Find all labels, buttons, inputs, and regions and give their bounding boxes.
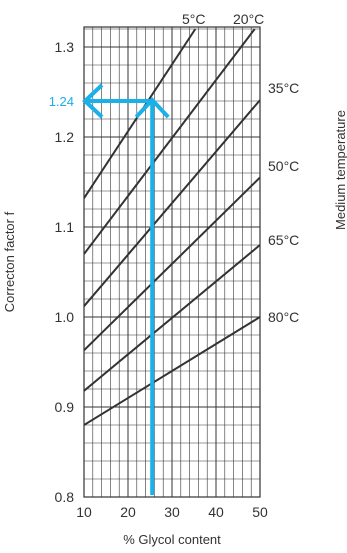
y-tick-label: 1.1: [55, 219, 75, 235]
series-label: 5°C: [182, 11, 206, 27]
series-labels: 5°C 20°C 35°C 50°C 65°C 80°C: [182, 11, 299, 325]
grid: [83, 27, 261, 498]
annotation-horizontal-arrowhead: [82, 83, 104, 119]
x-tick-label: 20: [120, 504, 136, 520]
series-label: 35°C: [268, 80, 299, 96]
series-line: [84, 99, 260, 307]
x-tick-label: 40: [208, 504, 224, 520]
series-line: [84, 316, 260, 426]
x-tick-label: 10: [76, 504, 92, 520]
series-line: [84, 244, 260, 392]
y-tick-label: 1.3: [55, 39, 75, 55]
y-axis-title: Correcton factor f: [2, 211, 17, 312]
x-tick-label: 50: [252, 504, 268, 520]
y-tick-label: 1.2: [55, 129, 75, 145]
x-axis-title: % Glycol content: [123, 532, 221, 547]
tick-labels: 10 20 30 40 50 0.8 0.9 1.0 1.1 1.2 1.3: [55, 39, 268, 520]
series-line: [84, 28, 256, 255]
series-label: 50°C: [268, 158, 299, 174]
series-label: 80°C: [268, 309, 299, 325]
plot-border: [83, 26, 261, 498]
curves: [84, 28, 260, 426]
y-tick-label: 1.0: [55, 309, 75, 325]
reading-annotation: 1.24: [49, 83, 170, 495]
y-tick-label: 0.9: [55, 399, 75, 415]
annotation-value-label: 1.24: [49, 94, 74, 109]
plot-frame: [83, 26, 261, 498]
series-line: [84, 176, 260, 352]
y-tick-label: 0.8: [55, 489, 75, 505]
series-label: 20°C: [233, 11, 264, 27]
x-tick-label: 30: [164, 504, 180, 520]
medium-temperature-title: Medium temperature: [333, 110, 347, 230]
series-label: 65°C: [268, 232, 299, 248]
